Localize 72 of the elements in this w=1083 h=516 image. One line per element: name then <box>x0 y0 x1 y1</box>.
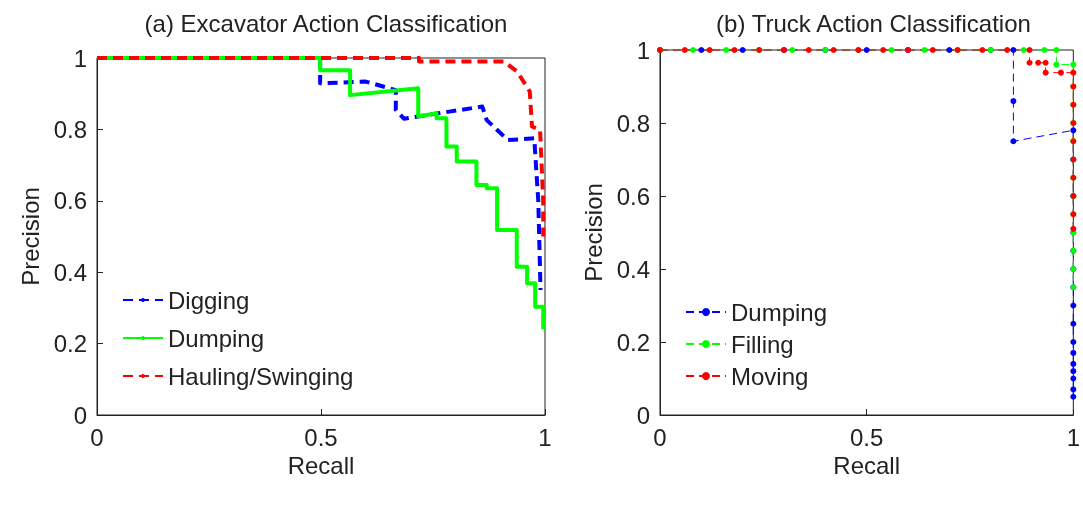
y-tick-label: 0.4 <box>616 255 650 283</box>
x-tick-label: 0.5 <box>849 423 884 451</box>
point <box>1070 360 1077 367</box>
x-tick-label: 0.5 <box>304 423 338 451</box>
point <box>1057 69 1064 76</box>
point <box>1070 349 1077 356</box>
point <box>739 47 746 53</box>
legend-label: Dumping <box>168 324 265 352</box>
point <box>1010 98 1017 105</box>
legend-label: Hauling/Swinging <box>168 362 354 390</box>
y-tick-label: 1 <box>73 44 87 72</box>
legend-label: Dumping <box>731 298 828 326</box>
x-axis-title: Recall <box>287 452 355 480</box>
point <box>946 47 953 53</box>
point <box>723 47 730 53</box>
point <box>690 47 697 53</box>
chart-title: (a) Excavator Action Classification <box>144 9 508 37</box>
point <box>1010 138 1017 145</box>
x-tick-label: 1 <box>1066 423 1081 451</box>
y-tick-label: 0.2 <box>53 330 87 358</box>
y-tick-label: 0.8 <box>616 109 650 137</box>
y-tick-label: 0 <box>636 401 650 429</box>
point <box>1070 393 1077 400</box>
point <box>1070 69 1077 76</box>
point <box>1070 320 1077 327</box>
point <box>863 47 870 53</box>
y-axis-title: Precision <box>579 183 607 282</box>
point <box>1035 59 1042 66</box>
y-tick-label: 1 <box>636 36 650 64</box>
point <box>888 47 895 53</box>
point <box>731 47 738 53</box>
line-series <box>95 56 546 239</box>
point <box>921 47 928 53</box>
x-tick-label: 0 <box>653 423 667 451</box>
y-tick-label: 0.6 <box>616 182 650 210</box>
point <box>805 47 812 53</box>
y-tick-label: 0.6 <box>53 187 87 215</box>
chart-title: (b) Truck Action Classification <box>716 9 1031 37</box>
point <box>929 47 936 53</box>
y-tick-label: 0.2 <box>616 328 650 356</box>
point <box>698 47 705 53</box>
point <box>1070 339 1077 345</box>
point <box>1070 127 1077 134</box>
point <box>979 47 986 53</box>
point <box>1042 59 1049 66</box>
point <box>1042 69 1049 76</box>
point <box>1070 61 1077 68</box>
y-tick-label: 0.8 <box>53 115 87 143</box>
point <box>1070 368 1077 375</box>
point <box>830 47 837 53</box>
point <box>681 47 688 53</box>
point <box>1026 59 1033 66</box>
y-axis-title: Precision <box>16 187 44 286</box>
x-tick-label: 1 <box>538 423 552 451</box>
point <box>1020 47 1027 53</box>
legend-label: Digging <box>168 286 250 314</box>
point <box>1026 47 1033 53</box>
point <box>880 47 887 53</box>
y-tick-label: 0 <box>73 401 87 429</box>
point <box>1053 61 1060 68</box>
x-axis-title: Recall <box>833 452 901 480</box>
point <box>1004 47 1011 53</box>
point <box>1041 47 1048 53</box>
point <box>1053 47 1060 53</box>
point <box>789 47 796 53</box>
y-tick-label: 0.4 <box>53 258 87 286</box>
point <box>1070 225 1077 232</box>
x-tick-label: 0 <box>90 423 104 451</box>
legend-label: Filling <box>731 330 794 358</box>
legend-label: Moving <box>731 362 809 390</box>
point <box>1010 47 1017 53</box>
point <box>706 47 713 53</box>
